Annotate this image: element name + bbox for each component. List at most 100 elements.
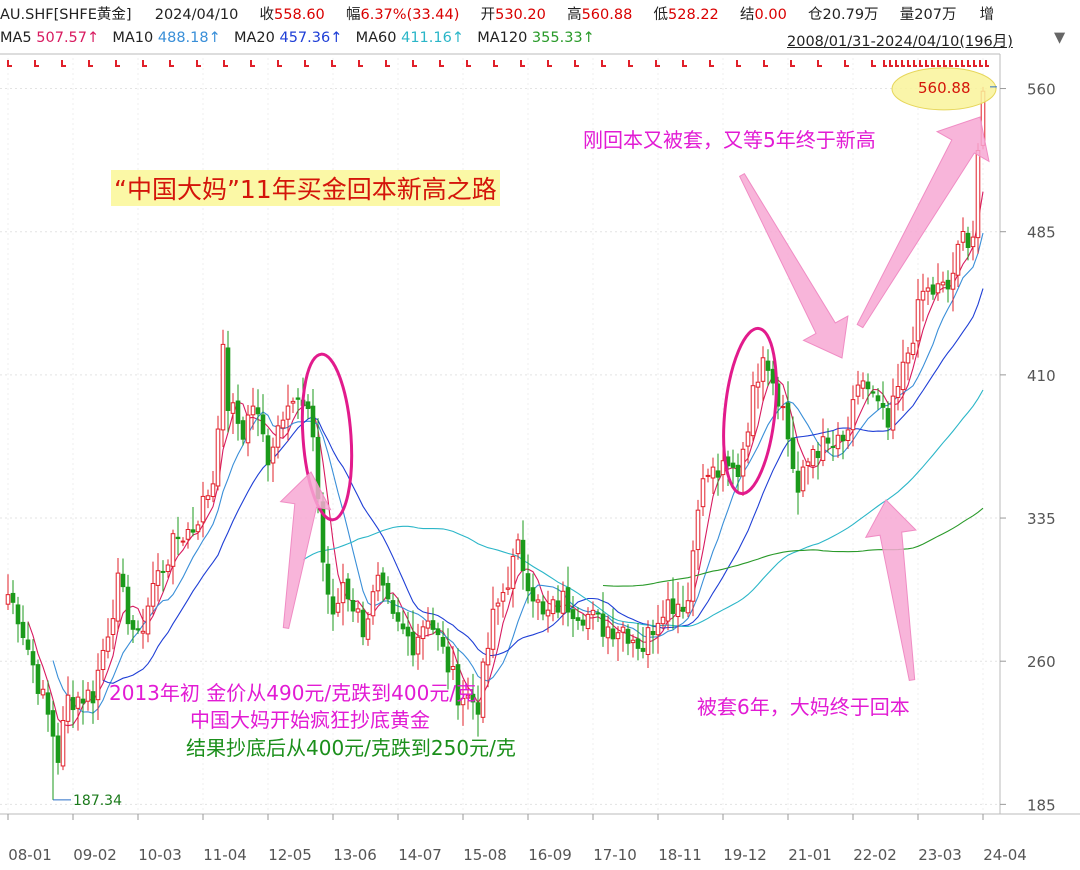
signal-marker — [937, 60, 941, 67]
oi-value: 20.79万 — [822, 7, 879, 23]
candle-body — [445, 646, 451, 673]
arrow-recovery — [864, 499, 917, 681]
candle-body — [545, 609, 551, 617]
signal-marker — [973, 60, 977, 67]
signal-marker — [943, 60, 947, 67]
candle-body — [645, 627, 651, 655]
candle-body — [975, 150, 981, 239]
candle-body — [965, 232, 971, 249]
candle-body — [510, 555, 516, 589]
candle-body — [755, 381, 761, 388]
candle-body — [65, 694, 71, 722]
candle-body — [780, 406, 786, 409]
candle-body — [500, 592, 506, 602]
chart-title-annotation: “中国大妈”11年买金回本新高之路 — [111, 170, 500, 206]
candle-body — [465, 694, 471, 699]
candle-body — [480, 661, 486, 718]
signal-marker — [817, 60, 822, 67]
candle-body — [660, 616, 666, 625]
signal-marker — [520, 60, 525, 67]
highlight-ellipse-2020 — [722, 326, 778, 496]
candle-body — [35, 664, 41, 694]
candle-body — [605, 626, 611, 639]
signal-marker — [682, 60, 687, 67]
signal-marker — [574, 60, 579, 67]
candle-body — [345, 578, 351, 600]
candle-body — [685, 600, 691, 614]
candle-body — [540, 601, 546, 615]
candle-body — [670, 598, 676, 614]
x-tick-label: 24-04 — [983, 846, 1027, 864]
candle-body — [845, 429, 851, 441]
candle-body — [865, 381, 871, 390]
candle-body — [920, 290, 926, 301]
candle-body — [630, 639, 636, 644]
x-tick-label: 19-12 — [723, 846, 767, 864]
signal-marker — [331, 60, 336, 67]
candle-body — [205, 495, 211, 500]
candle-body — [25, 639, 31, 650]
candle-body — [185, 529, 191, 540]
candle-body — [740, 448, 746, 477]
candle-body — [875, 395, 881, 402]
candle-body — [520, 539, 526, 572]
open-value: 530.20 — [495, 7, 546, 23]
x-tick-label: 08-01 — [8, 846, 52, 864]
candle-body — [275, 425, 281, 448]
dropdown-arrow-icon[interactable]: ▼ — [1054, 30, 1066, 46]
candle-body — [290, 400, 296, 404]
candle-body — [310, 405, 316, 438]
ma20-value: 457.36↑ — [279, 30, 343, 46]
x-tick-label: 09-02 — [73, 846, 117, 864]
x-tick-label: 16-09 — [528, 846, 572, 864]
signal-marker — [412, 60, 417, 67]
candle-body — [805, 461, 811, 467]
x-tick-label: 22-02 — [853, 846, 897, 864]
candle-body — [155, 570, 161, 586]
candle-body — [705, 474, 711, 477]
candle-body — [590, 609, 596, 616]
candle-body — [680, 606, 686, 612]
candle-body — [905, 352, 911, 364]
candle-body — [620, 626, 626, 633]
candle-body — [610, 628, 616, 640]
candle-body — [625, 628, 631, 644]
signal-marker — [223, 60, 228, 67]
low-label: 低 — [653, 7, 669, 23]
date-range-selector[interactable]: 2008/01/31-2024/04/10(196月) — [787, 34, 1013, 50]
candle-body — [325, 563, 331, 595]
x-tick-label: 10-03 — [138, 846, 182, 864]
candle-body — [550, 599, 556, 615]
candle-body — [560, 590, 566, 614]
signal-marker — [628, 60, 633, 67]
x-tick-label: 18-11 — [658, 846, 702, 864]
signal-marker — [883, 60, 887, 67]
candle-body — [450, 666, 456, 670]
candle-body — [70, 697, 76, 711]
signal-marker — [955, 60, 959, 67]
candle-body — [870, 391, 876, 394]
open-label: 开 — [480, 7, 496, 23]
signal-marker — [88, 60, 93, 67]
candle-body — [525, 573, 531, 592]
y-tick-label: 410 — [1027, 367, 1056, 385]
candle-body — [455, 664, 461, 706]
oi-label: 仓 — [808, 7, 823, 23]
ma10-label: MA10 — [112, 30, 154, 46]
signal-marker — [895, 60, 899, 67]
increase-label: 增 — [979, 7, 995, 23]
candle-body — [100, 649, 106, 671]
candle-body — [640, 647, 646, 652]
candle-body — [85, 689, 91, 702]
annotation-2013-line2: 中国大妈开始疯狂抄底黄金 — [190, 708, 430, 732]
candle-body — [950, 272, 956, 290]
high-marker-label: 560.88 — [918, 79, 971, 97]
candle-body — [350, 599, 356, 612]
candle-body — [860, 380, 866, 389]
signal-marker — [736, 60, 741, 67]
ma20-line — [102, 288, 984, 684]
signal-marker — [115, 60, 120, 67]
candle-body — [910, 342, 916, 356]
candle-body — [425, 620, 431, 629]
candle-body — [885, 408, 891, 428]
